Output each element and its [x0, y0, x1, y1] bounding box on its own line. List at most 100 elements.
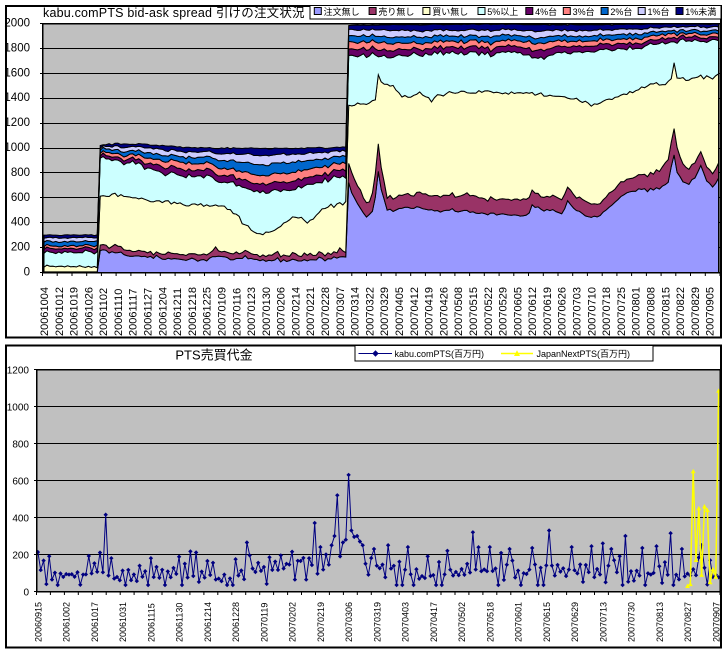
svg-text:1000: 1000 — [4, 142, 30, 154]
svg-text:20070605: 20070605 — [512, 287, 524, 336]
svg-text:20070219: 20070219 — [316, 602, 326, 642]
svg-text:400: 400 — [11, 217, 30, 229]
svg-text:20061204: 20061204 — [157, 287, 169, 336]
svg-text:200: 200 — [11, 242, 30, 254]
svg-text:20070801: 20070801 — [631, 287, 643, 336]
svg-text:20070619: 20070619 — [542, 287, 554, 336]
svg-text:20070808: 20070808 — [646, 287, 658, 336]
svg-text:20070529: 20070529 — [498, 287, 510, 336]
svg-text:20070412: 20070412 — [409, 287, 421, 336]
svg-text:200: 200 — [12, 551, 29, 562]
svg-text:20070725: 20070725 — [616, 287, 628, 336]
svg-text:20070626: 20070626 — [557, 287, 569, 336]
svg-text:20061225: 20061225 — [202, 287, 214, 336]
svg-text:5%以上: 5%以上 — [487, 7, 518, 17]
svg-text:20070815: 20070815 — [660, 287, 672, 336]
svg-text:20070730: 20070730 — [627, 602, 637, 642]
svg-text:20061211: 20061211 — [172, 288, 184, 336]
svg-text:20070601: 20070601 — [514, 602, 524, 642]
svg-text:20070518: 20070518 — [485, 602, 495, 642]
svg-text:20070713: 20070713 — [598, 602, 608, 642]
svg-text:20070502: 20070502 — [457, 602, 467, 642]
svg-text:20070905: 20070905 — [705, 287, 717, 336]
svg-text:20070612: 20070612 — [527, 287, 539, 336]
svg-text:1400: 1400 — [4, 92, 30, 104]
svg-text:20061012: 20061012 — [54, 287, 66, 336]
svg-text:20061130: 20061130 — [175, 603, 185, 642]
svg-text:20061002: 20061002 — [62, 602, 72, 642]
svg-text:20061127: 20061127 — [143, 288, 155, 336]
svg-text:20070403: 20070403 — [401, 602, 411, 642]
svg-text:20070314: 20070314 — [350, 287, 362, 336]
svg-text:20061117: 20061117 — [128, 289, 140, 336]
svg-text:JapanNextPTS(百万円): JapanNextPTS(百万円) — [537, 349, 631, 359]
svg-text:20070206: 20070206 — [276, 287, 288, 336]
svg-text:20070522: 20070522 — [483, 287, 495, 336]
svg-text:600: 600 — [11, 192, 30, 204]
svg-text:20070827: 20070827 — [683, 602, 693, 642]
svg-text:1%台: 1%台 — [648, 6, 670, 17]
svg-text:20070426: 20070426 — [438, 287, 450, 336]
svg-text:20070703: 20070703 — [572, 287, 584, 336]
svg-text:kabu.comPTS(百万円): kabu.comPTS(百万円) — [395, 349, 485, 359]
svg-text:20070629: 20070629 — [570, 602, 580, 642]
svg-text:20061110: 20061110 — [113, 289, 125, 336]
svg-text:600: 600 — [12, 477, 29, 488]
svg-text:20061017: 20061017 — [90, 602, 100, 642]
svg-text:売り無し: 売り無し — [378, 6, 414, 17]
svg-text:4%台: 4%台 — [535, 6, 557, 17]
svg-text:2000: 2000 — [4, 18, 30, 30]
svg-text:20070322: 20070322 — [364, 287, 376, 336]
svg-text:20070214: 20070214 — [291, 287, 303, 336]
svg-text:20070515: 20070515 — [468, 287, 480, 336]
svg-text:800: 800 — [12, 440, 29, 451]
svg-text:20070907: 20070907 — [711, 602, 721, 642]
svg-text:20070306: 20070306 — [344, 602, 354, 642]
svg-text:1600: 1600 — [4, 67, 30, 79]
svg-text:400: 400 — [12, 514, 29, 525]
svg-text:20070718: 20070718 — [601, 287, 613, 336]
svg-text:20070319: 20070319 — [372, 602, 382, 642]
svg-text:20061102: 20061102 — [98, 288, 110, 336]
svg-text:20061214: 20061214 — [203, 602, 213, 642]
svg-text:20061115: 20061115 — [146, 603, 156, 642]
svg-text:20070221: 20070221 — [305, 287, 317, 336]
svg-text:20070228: 20070228 — [320, 287, 332, 336]
svg-text:20061218: 20061218 — [187, 287, 199, 336]
svg-text:20070829: 20070829 — [690, 287, 702, 336]
svg-text:20060915: 20060915 — [33, 602, 43, 642]
svg-text:20070508: 20070508 — [453, 287, 465, 336]
svg-text:20070119: 20070119 — [259, 603, 269, 642]
svg-text:3%台: 3%台 — [573, 6, 595, 17]
svg-text:20061031: 20061031 — [118, 602, 128, 642]
svg-text:20070130: 20070130 — [261, 287, 273, 336]
svg-text:20070822: 20070822 — [675, 287, 687, 336]
svg-text:買い無し: 買い無し — [432, 6, 468, 17]
svg-text:1200: 1200 — [7, 366, 30, 377]
svg-text:2%台: 2%台 — [610, 6, 632, 17]
svg-text:800: 800 — [11, 167, 30, 179]
svg-text:20061026: 20061026 — [83, 287, 95, 336]
svg-text:20070813: 20070813 — [655, 602, 665, 642]
svg-text:1800: 1800 — [4, 42, 30, 54]
svg-text:20070417: 20070417 — [429, 602, 439, 642]
svg-text:1000: 1000 — [7, 403, 30, 414]
svg-text:PTS売買代金: PTS売買代金 — [175, 348, 252, 363]
svg-text:20061019: 20061019 — [69, 287, 81, 336]
svg-text:20070329: 20070329 — [379, 287, 391, 336]
svg-text:20070307: 20070307 — [335, 287, 347, 336]
svg-text:20070202: 20070202 — [288, 602, 298, 642]
svg-text:20070116: 20070116 — [231, 288, 243, 336]
svg-text:20061004: 20061004 — [39, 287, 51, 336]
svg-text:20070123: 20070123 — [246, 287, 258, 336]
svg-text:20070710: 20070710 — [586, 287, 598, 336]
svg-text:20070405: 20070405 — [394, 287, 406, 336]
svg-text:0: 0 — [24, 267, 30, 279]
svg-text:kabu.comPTS bid-ask spread 引けの: kabu.comPTS bid-ask spread 引けの注文状況 — [43, 5, 305, 20]
svg-text:0: 0 — [23, 588, 29, 599]
svg-text:20070109: 20070109 — [217, 287, 229, 336]
svg-text:1200: 1200 — [4, 117, 30, 129]
svg-text:注文無し: 注文無し — [324, 6, 360, 17]
svg-text:20061228: 20061228 — [231, 602, 241, 642]
svg-text:20070615: 20070615 — [542, 602, 552, 642]
